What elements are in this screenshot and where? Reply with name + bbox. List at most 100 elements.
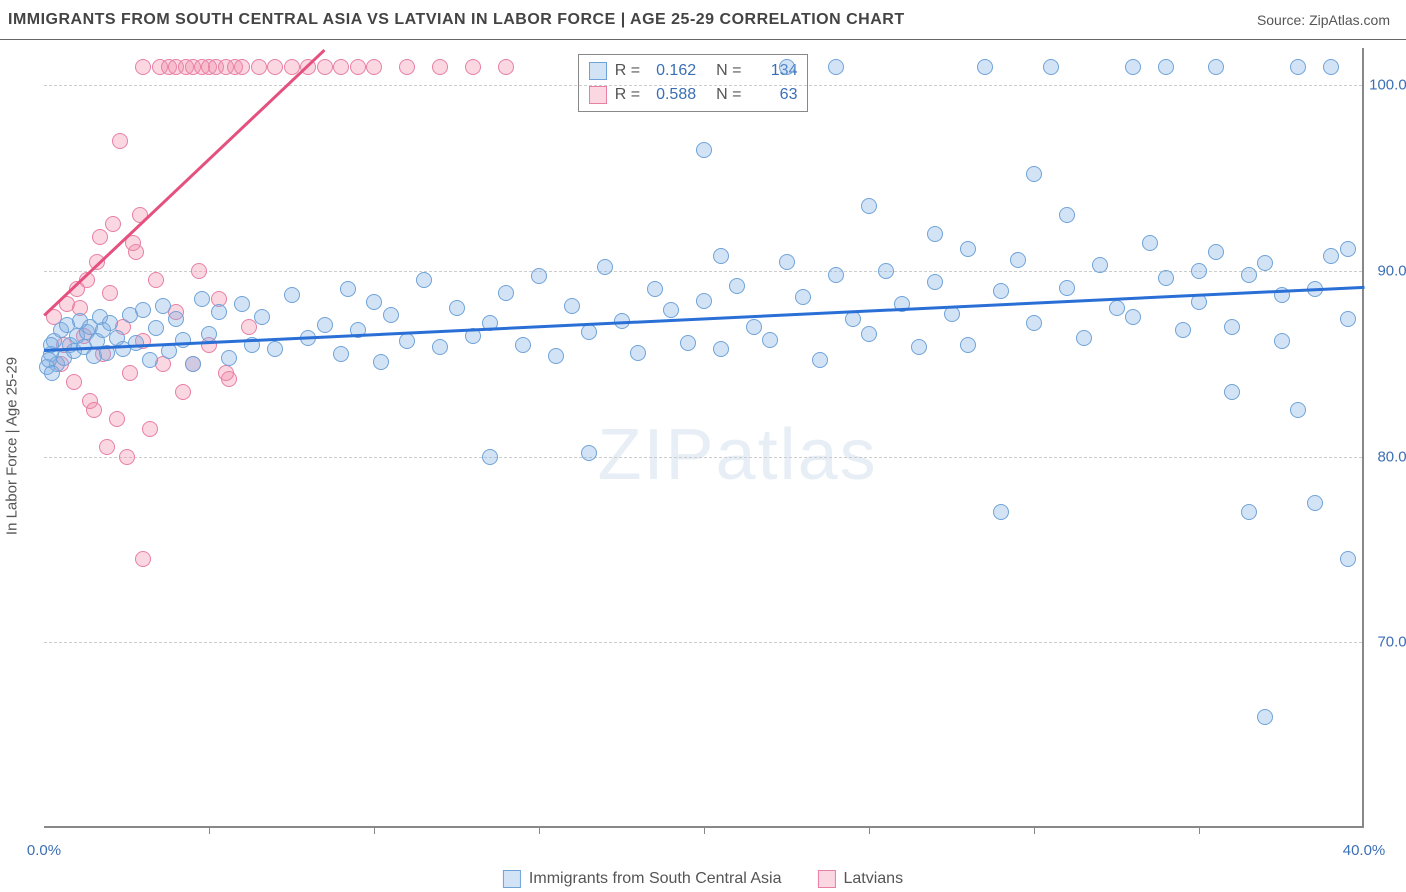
legend-series-label: Immigrants from South Central Asia	[529, 870, 782, 888]
scatter-point	[729, 278, 745, 294]
scatter-point	[168, 311, 184, 327]
scatter-point	[432, 339, 448, 355]
scatter-point	[498, 59, 514, 75]
scatter-point	[109, 411, 125, 427]
scatter-point	[122, 365, 138, 381]
scatter-point	[977, 59, 993, 75]
scatter-point	[548, 348, 564, 364]
scatter-point	[317, 59, 333, 75]
scatter-point	[861, 198, 877, 214]
scatter-point	[1290, 402, 1306, 418]
scatter-point	[399, 333, 415, 349]
scatter-point	[927, 274, 943, 290]
scatter-point	[333, 59, 349, 75]
gridline	[44, 85, 1362, 86]
legend-swatch	[589, 86, 607, 104]
trend-line	[43, 48, 325, 315]
scatter-point	[99, 439, 115, 455]
scatter-point	[812, 352, 828, 368]
legend-swatch	[817, 870, 835, 888]
x-tick-mark	[1034, 826, 1035, 834]
scatter-point	[135, 59, 151, 75]
scatter-point	[762, 332, 778, 348]
scatter-point	[340, 281, 356, 297]
scatter-point	[1224, 319, 1240, 335]
scatter-point	[1208, 244, 1224, 260]
scatter-point	[185, 356, 201, 372]
scatter-point	[1191, 294, 1207, 310]
legend-row: R =0.588N =63	[589, 83, 798, 107]
legend-item: Immigrants from South Central Asia	[503, 870, 782, 888]
correlation-legend: R =0.162N =134R =0.588N =63	[578, 54, 809, 112]
scatter-point	[861, 326, 877, 342]
scatter-point	[680, 335, 696, 351]
scatter-point	[211, 304, 227, 320]
scatter-point	[92, 229, 108, 245]
scatter-point	[1059, 280, 1075, 296]
scatter-point	[1125, 309, 1141, 325]
scatter-point	[1224, 384, 1240, 400]
scatter-point	[1208, 59, 1224, 75]
scatter-point	[960, 241, 976, 257]
scatter-point	[366, 294, 382, 310]
scatter-point	[795, 289, 811, 305]
scatter-point	[449, 300, 465, 316]
scatter-point	[581, 324, 597, 340]
scatter-point	[373, 354, 389, 370]
scatter-point	[135, 302, 151, 318]
x-tick-mark	[374, 826, 375, 834]
scatter-point	[713, 248, 729, 264]
scatter-point	[1257, 709, 1273, 725]
scatter-point	[1290, 59, 1306, 75]
scatter-point	[218, 365, 234, 381]
scatter-point	[1323, 59, 1339, 75]
y-tick-label: 90.0%	[1377, 262, 1406, 279]
scatter-point	[175, 384, 191, 400]
scatter-point	[1274, 333, 1290, 349]
scatter-point	[713, 341, 729, 357]
scatter-point	[1026, 315, 1042, 331]
scatter-point	[531, 268, 547, 284]
scatter-point	[647, 281, 663, 297]
legend-r-label: R =	[615, 62, 640, 80]
scatter-point	[1010, 252, 1026, 268]
x-tick-mark	[539, 826, 540, 834]
scatter-point	[366, 59, 382, 75]
scatter-point	[1175, 322, 1191, 338]
scatter-point	[845, 311, 861, 327]
x-tick-label: 0.0%	[27, 842, 61, 859]
x-tick-mark	[704, 826, 705, 834]
y-axis-title: In Labor Force | Age 25-29	[4, 357, 21, 535]
chart-title: IMMIGRANTS FROM SOUTH CENTRAL ASIA VS LA…	[8, 11, 905, 29]
scatter-point	[515, 337, 531, 353]
chart-header: IMMIGRANTS FROM SOUTH CENTRAL ASIA VS LA…	[0, 0, 1406, 40]
legend-r-label: R =	[615, 86, 640, 104]
scatter-point	[66, 374, 82, 390]
scatter-point	[1109, 300, 1125, 316]
scatter-point	[1307, 495, 1323, 511]
series-legend: Immigrants from South Central AsiaLatvia…	[503, 870, 903, 888]
scatter-point	[993, 504, 1009, 520]
scatter-point	[779, 254, 795, 270]
scatter-point	[86, 402, 102, 418]
scatter-point	[746, 319, 762, 335]
scatter-point	[135, 551, 151, 567]
scatter-point	[119, 449, 135, 465]
legend-swatch	[503, 870, 521, 888]
scatter-point	[1043, 59, 1059, 75]
scatter-point	[1059, 207, 1075, 223]
scatter-point	[201, 326, 217, 342]
legend-n-value: 63	[749, 86, 797, 104]
y-tick-label: 70.0%	[1377, 634, 1406, 651]
scatter-point	[828, 59, 844, 75]
scatter-point	[1340, 241, 1356, 257]
scatter-point	[44, 365, 60, 381]
scatter-point	[911, 339, 927, 355]
y-tick-label: 100.0%	[1369, 77, 1406, 94]
scatter-point	[221, 350, 237, 366]
scatter-point	[194, 291, 210, 307]
scatter-point	[267, 341, 283, 357]
legend-r-value: 0.162	[648, 62, 696, 80]
scatter-point	[317, 317, 333, 333]
scatter-point	[1026, 166, 1042, 182]
